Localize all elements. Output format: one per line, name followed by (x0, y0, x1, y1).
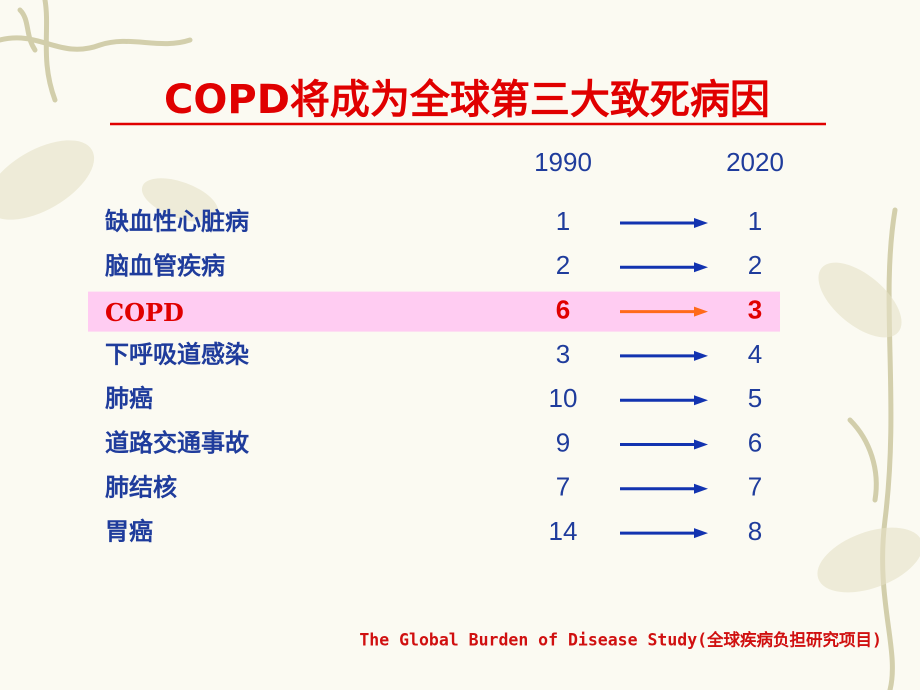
row-name: 下呼吸道感染 (105, 339, 249, 368)
column-header: 2020 (726, 147, 784, 177)
arrow-head (694, 483, 708, 494)
slide-title: COPD将成为全球第三大致死病因 (164, 77, 770, 123)
arrow-head (694, 528, 708, 539)
rank-value: 9 (556, 427, 570, 457)
rank-value: 10 (549, 383, 578, 413)
rank-value: 6 (748, 427, 762, 457)
arrow-head (694, 306, 708, 317)
rank-value: 2 (556, 250, 570, 280)
arrow-head (694, 218, 708, 228)
rank-value: 5 (748, 383, 762, 413)
rank-value: 1 (556, 206, 570, 236)
row-name: 肺结核 (105, 472, 177, 501)
row-name: 肺癌 (105, 384, 153, 413)
row-name: 缺血性心脏病 (105, 207, 249, 236)
rank-value: 14 (549, 516, 578, 546)
rank-value: 3 (748, 294, 762, 324)
rank-value: 7 (556, 472, 570, 502)
source-note: The Global Burden of Disease Study(全球疾病负… (359, 630, 882, 650)
rank-value: 6 (556, 294, 570, 324)
row-name: COPD (105, 298, 184, 327)
arrow-head (694, 395, 708, 406)
leaf-decoration (0, 140, 920, 593)
rank-value: 2 (748, 250, 762, 280)
arrow-head (694, 439, 708, 450)
row-name: 脑血管疾病 (104, 251, 225, 280)
rank-value: 3 (556, 339, 570, 369)
arrow-head (694, 350, 708, 361)
row-name: 道路交通事故 (105, 428, 250, 457)
rank-value: 8 (748, 516, 762, 546)
rank-value: 7 (748, 472, 762, 502)
arrow-head (694, 262, 708, 273)
column-header: 1990 (534, 147, 592, 177)
rank-value: 1 (748, 206, 762, 236)
rank-value: 4 (748, 339, 762, 369)
vine-decoration (0, 0, 898, 690)
row-name: 胃癌 (105, 517, 153, 546)
